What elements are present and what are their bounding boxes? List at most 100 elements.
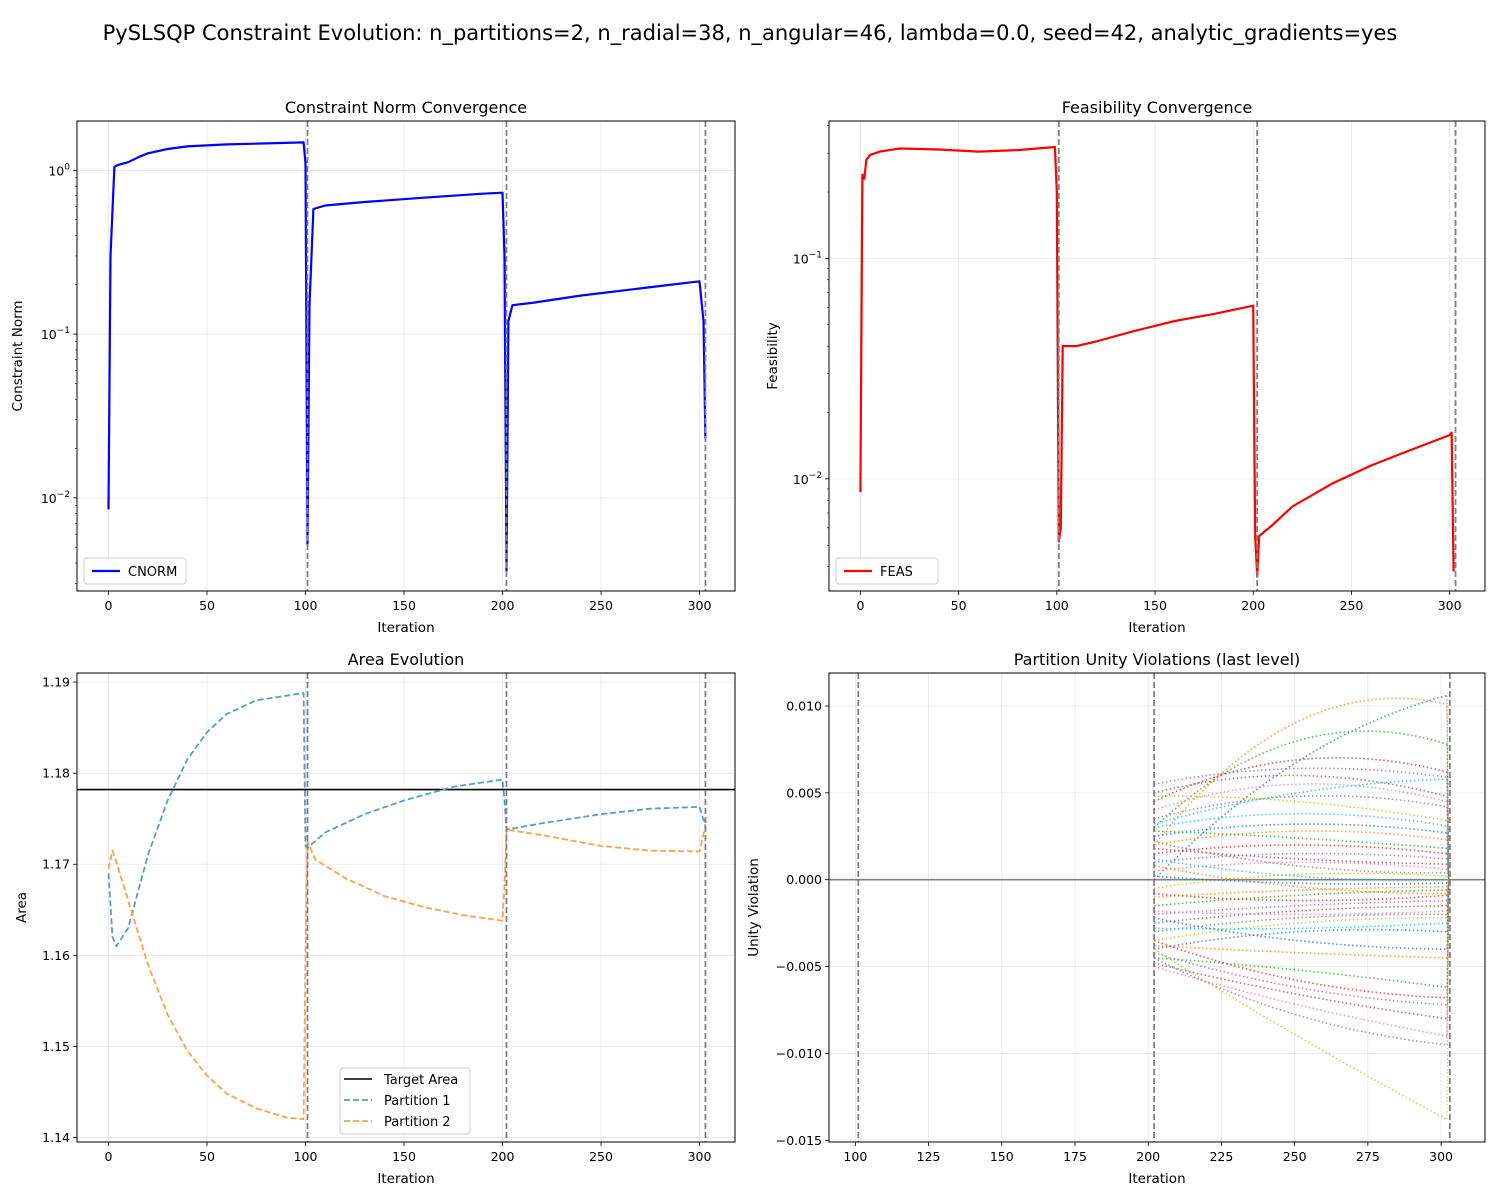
violation-trace-tail <box>1446 879 1450 894</box>
axes-frame <box>828 120 1486 592</box>
violation-trace <box>1153 928 1447 950</box>
y-tick-label: 1.19 <box>42 675 70 690</box>
violation-trace-tail <box>1446 863 1450 880</box>
series-line-feas <box>859 145 1455 578</box>
legend-label: FEAS <box>880 565 913 580</box>
violation-trace <box>1154 910 1447 916</box>
x-tick-label: 300 <box>688 598 712 613</box>
x-tick-label: 150 <box>392 1149 416 1164</box>
violation-trace-tail <box>1446 872 1450 880</box>
x-tick-label: 200 <box>491 1149 515 1164</box>
y-tick-label: 1.15 <box>42 1039 70 1054</box>
x-tick-label: 250 <box>1340 598 1364 613</box>
plot-area <box>107 121 707 591</box>
violation-trace <box>1154 957 1448 989</box>
violation-trace <box>1153 965 1448 1037</box>
x-tick-label: 125 <box>917 1149 941 1164</box>
violation-trace <box>1154 885 1447 898</box>
x-tick-label: 300 <box>1429 1149 1453 1164</box>
violation-trace <box>1153 913 1447 933</box>
x-tick-label: 50 <box>951 598 967 613</box>
y-tick-label: 10−1 <box>793 250 822 266</box>
axes-frame <box>76 672 736 1143</box>
x-tick-label: 150 <box>1143 598 1167 613</box>
x-tick-label: 200 <box>1241 598 1265 613</box>
x-tick-label: 0 <box>856 598 864 613</box>
plot-area <box>859 121 1457 591</box>
y-tick-label: −0.015 <box>776 1133 822 1148</box>
violation-trace <box>1153 778 1447 825</box>
plot-area <box>77 673 735 1142</box>
series-line-partition-1 <box>107 692 707 948</box>
legend-label: Partition 2 <box>384 1115 451 1130</box>
figure-title: PySLSQP Constraint Evolution: n_partitio… <box>103 21 1398 46</box>
x-tick-label: 100 <box>294 598 318 613</box>
legend-box <box>83 557 187 585</box>
y-tick-label: 10−1 <box>41 326 70 342</box>
x-tick-label: 0 <box>105 1149 113 1164</box>
legend-label: CNORM <box>128 565 177 580</box>
violation-trace <box>1154 861 1447 872</box>
x-tick-label: 225 <box>1209 1149 1233 1164</box>
violation-trace <box>1153 939 1447 999</box>
x-tick-label: 250 <box>589 598 613 613</box>
violation-trace <box>1153 697 1448 846</box>
y-tick-label: 100 <box>48 162 70 178</box>
x-tick-label: 250 <box>1283 1149 1307 1164</box>
violation-trace <box>1153 872 1447 890</box>
x-tick-label: 100 <box>1045 598 1069 613</box>
x-tick-label: 300 <box>1438 598 1462 613</box>
violation-trace <box>1154 944 1447 959</box>
y-tick-label: −0.005 <box>776 959 822 974</box>
grid <box>77 121 735 591</box>
violation-trace <box>1153 794 1448 820</box>
y-tick-label: 10−2 <box>793 471 822 487</box>
violation-trace <box>1154 889 1447 907</box>
panel-title: Feasibility Convergence <box>1062 98 1253 117</box>
violation-trace-tail <box>1446 778 1450 880</box>
chart-panel-3: 0 50 100 150 200 250 300 1.14 1.15 1.16 1.17 1.18 1.… <box>14 650 736 1187</box>
violation-trace <box>1153 917 1447 942</box>
x-tick-label: 300 <box>688 1149 712 1164</box>
axes-frame <box>76 120 736 592</box>
y-tick-label: 0.005 <box>786 785 822 800</box>
violation-trace <box>1153 757 1448 803</box>
violation-trace <box>1153 840 1447 874</box>
panel-title: Area Evolution <box>348 650 465 669</box>
chart-panel-1: 0 50 100 150 200 250 300 10−2 10−1 100 Constraint … <box>10 98 736 636</box>
y-tick-label: 10−2 <box>41 490 70 506</box>
violation-trace <box>1154 847 1447 865</box>
y-tick-label: −0.010 <box>776 1046 822 1061</box>
x-tick-label: 100 <box>294 1149 318 1164</box>
violation-trace <box>1153 812 1448 829</box>
legend-label: Partition 1 <box>384 1094 451 1109</box>
x-tick-label: 175 <box>1063 1149 1087 1164</box>
x-axis-label: Iteration <box>1128 620 1185 636</box>
axes-frame <box>828 672 1486 1143</box>
y-axis-label: Unity Violation <box>746 858 762 957</box>
violation-trace <box>1154 844 1447 855</box>
violation-trace <box>1153 858 1447 881</box>
x-tick-label: 200 <box>491 598 515 613</box>
violation-trace <box>1153 767 1448 785</box>
y-tick-label: 0.000 <box>786 872 822 887</box>
panel-title: Constraint Norm Convergence <box>285 98 527 117</box>
violation-trace <box>1153 917 1447 950</box>
legend-label: Target Area <box>383 1073 458 1088</box>
panel-title: Partition Unity Violations (last level) <box>1014 650 1301 669</box>
violation-trace-tail <box>1446 879 1450 1120</box>
grid <box>77 673 735 1142</box>
y-tick-label: 0.010 <box>786 699 822 714</box>
x-tick-label: 250 <box>589 1149 613 1164</box>
x-tick-label: 200 <box>1136 1149 1160 1164</box>
x-tick-label: 100 <box>843 1149 867 1164</box>
x-tick-label: 50 <box>199 1149 215 1164</box>
y-axis-label: Constraint Norm <box>10 300 26 411</box>
series-line-partition-2 <box>107 825 707 1121</box>
x-axis-label: Iteration <box>377 1171 434 1187</box>
chart-panel-4: 100 125 150 175 200 225 250 275 300 −0.015 −0.010 −… <box>746 650 1486 1187</box>
violation-trace <box>1153 948 1448 1121</box>
legend-box <box>835 557 939 585</box>
violation-trace <box>1153 865 1447 895</box>
